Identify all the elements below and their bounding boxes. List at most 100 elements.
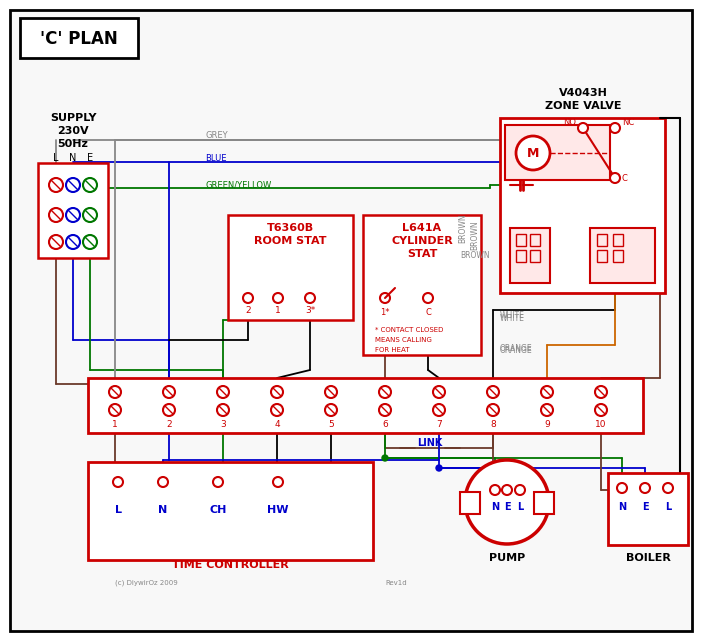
Text: 2: 2 (245, 306, 251, 315)
Circle shape (382, 455, 388, 461)
Circle shape (83, 208, 97, 222)
Text: ORANGE: ORANGE (500, 345, 533, 354)
Circle shape (49, 208, 63, 222)
Circle shape (113, 477, 123, 487)
Circle shape (158, 477, 168, 487)
Circle shape (49, 178, 63, 192)
Circle shape (83, 235, 97, 249)
Text: 2: 2 (166, 419, 172, 428)
Text: BLUE: BLUE (205, 153, 227, 163)
Circle shape (109, 386, 121, 398)
Text: 1: 1 (112, 419, 118, 428)
Circle shape (595, 386, 607, 398)
Text: CH: CH (209, 505, 227, 515)
Circle shape (465, 460, 549, 544)
Circle shape (271, 386, 283, 398)
Text: 3*: 3* (305, 306, 315, 315)
Text: * CONTACT CLOSED: * CONTACT CLOSED (375, 327, 444, 333)
Text: 1: 1 (275, 306, 281, 315)
Text: E: E (642, 502, 649, 512)
Text: 1*: 1* (380, 308, 390, 317)
Circle shape (516, 136, 550, 170)
Circle shape (217, 404, 229, 416)
Bar (363, 215, 481, 355)
Circle shape (49, 235, 63, 249)
Circle shape (433, 386, 445, 398)
Text: E: E (87, 153, 93, 163)
Text: BROWN: BROWN (458, 213, 468, 243)
Text: FOR HEAT: FOR HEAT (375, 347, 409, 353)
Text: SUPPLY: SUPPLY (50, 113, 96, 123)
Text: NO: NO (563, 117, 576, 126)
Text: C: C (622, 174, 628, 183)
Text: 230V: 230V (57, 126, 89, 136)
Circle shape (610, 123, 620, 133)
Text: L: L (53, 153, 59, 163)
Bar (530, 234, 540, 246)
Text: N: N (69, 153, 77, 163)
Text: C: C (425, 308, 431, 317)
Circle shape (163, 404, 175, 416)
Text: L: L (114, 505, 121, 515)
Circle shape (273, 477, 283, 487)
Text: WHITE: WHITE (500, 310, 525, 319)
Bar (510, 228, 550, 283)
Text: 9: 9 (544, 419, 550, 428)
Circle shape (578, 123, 588, 133)
Bar (597, 250, 607, 262)
Text: LINK: LINK (417, 438, 443, 448)
Circle shape (325, 404, 337, 416)
Text: TIME CONTROLLER: TIME CONTROLLER (171, 560, 289, 570)
Circle shape (163, 386, 175, 398)
Text: E: E (504, 502, 510, 512)
Text: T6360B: T6360B (267, 223, 314, 233)
Bar (534, 492, 554, 514)
Text: N: N (491, 502, 499, 512)
Circle shape (487, 404, 499, 416)
Text: BROWN: BROWN (461, 251, 490, 260)
Text: V4043H: V4043H (559, 88, 607, 98)
Bar (88, 462, 373, 560)
Circle shape (502, 485, 512, 495)
Text: 3: 3 (220, 419, 226, 428)
Text: 5: 5 (328, 419, 334, 428)
Circle shape (436, 465, 442, 471)
Circle shape (379, 404, 391, 416)
Text: WHITE: WHITE (500, 313, 525, 322)
Circle shape (541, 404, 553, 416)
Text: GREEN/YELLOW: GREEN/YELLOW (205, 181, 271, 190)
Circle shape (433, 404, 445, 416)
Circle shape (243, 293, 253, 303)
Text: (c) DiywirOz 2009: (c) DiywirOz 2009 (115, 579, 178, 587)
Bar (597, 234, 607, 246)
Bar (460, 492, 480, 514)
Bar (500, 118, 665, 293)
Circle shape (380, 293, 390, 303)
Circle shape (305, 293, 315, 303)
Bar (228, 215, 353, 320)
Circle shape (83, 178, 97, 192)
Circle shape (610, 173, 620, 183)
Bar (20, 18, 138, 58)
Text: ZONE VALVE: ZONE VALVE (545, 101, 621, 111)
Text: GREY: GREY (205, 131, 227, 140)
Text: N: N (618, 502, 626, 512)
Bar (590, 228, 655, 283)
Bar (516, 250, 526, 262)
Circle shape (109, 404, 121, 416)
Circle shape (663, 483, 673, 493)
Bar (88, 378, 643, 433)
Circle shape (271, 404, 283, 416)
Circle shape (515, 485, 525, 495)
Text: N: N (159, 505, 168, 515)
Text: Rev1d: Rev1d (385, 580, 406, 586)
Text: L: L (517, 502, 523, 512)
Circle shape (217, 386, 229, 398)
Text: CYLINDER: CYLINDER (391, 236, 453, 246)
Text: PUMP: PUMP (489, 553, 525, 563)
Text: M: M (526, 147, 539, 160)
Bar (613, 234, 623, 246)
Circle shape (213, 477, 223, 487)
Text: HW: HW (267, 505, 289, 515)
Circle shape (325, 386, 337, 398)
